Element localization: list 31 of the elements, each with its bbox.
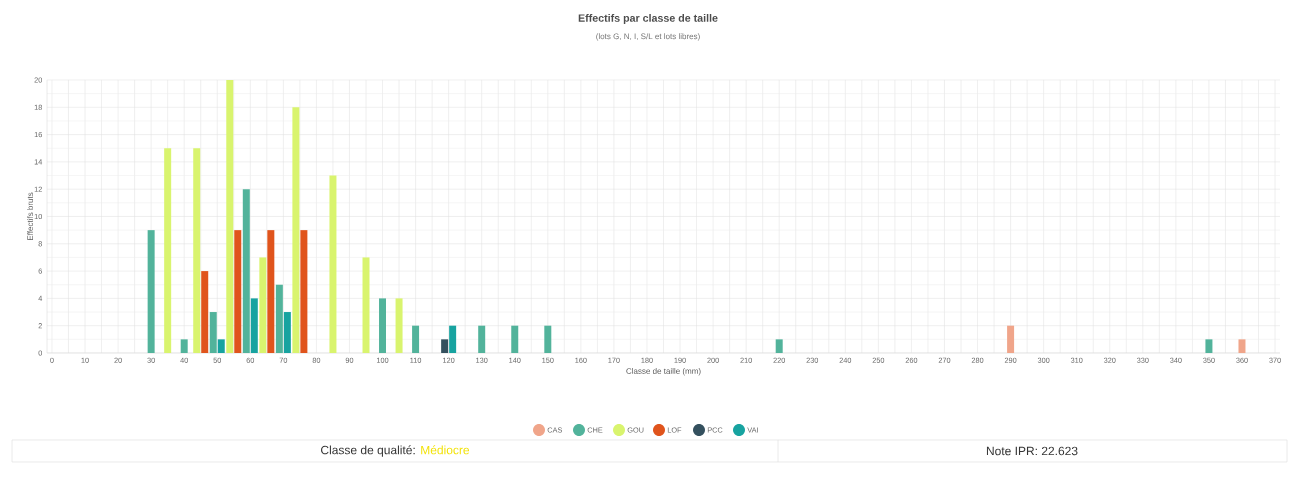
bar [234, 230, 242, 353]
bar [1238, 339, 1246, 353]
bar [147, 230, 155, 353]
bar [1205, 339, 1213, 353]
bar [283, 312, 291, 353]
bar [511, 325, 519, 353]
text: Note IPR: 22.623 [986, 446, 1078, 456]
chart-title: Effectifs par classe de taille [578, 14, 718, 24]
bar [259, 257, 267, 353]
bar [201, 271, 209, 353]
y-axis-title: Effectifs bruts [27, 192, 33, 240]
bar [180, 339, 188, 353]
bar [379, 298, 387, 353]
bar [217, 339, 225, 353]
text: Classe de qualité: [321, 445, 415, 457]
bar [267, 230, 275, 353]
text: Médiocre [421, 445, 470, 455]
bar [441, 339, 449, 353]
bar [544, 325, 552, 353]
bar [193, 148, 201, 353]
x-axis-title: Classe de taille (mm) [626, 368, 701, 376]
bar [1007, 325, 1015, 353]
bar [250, 298, 258, 353]
bar [226, 79, 234, 353]
bar [775, 339, 783, 353]
bar [412, 325, 420, 353]
bar [300, 230, 308, 353]
bar [478, 325, 486, 353]
bar [449, 325, 457, 353]
chart-subtitle: (lots G, N, I, S/L et lots libres) [596, 33, 700, 41]
bar [292, 107, 300, 353]
